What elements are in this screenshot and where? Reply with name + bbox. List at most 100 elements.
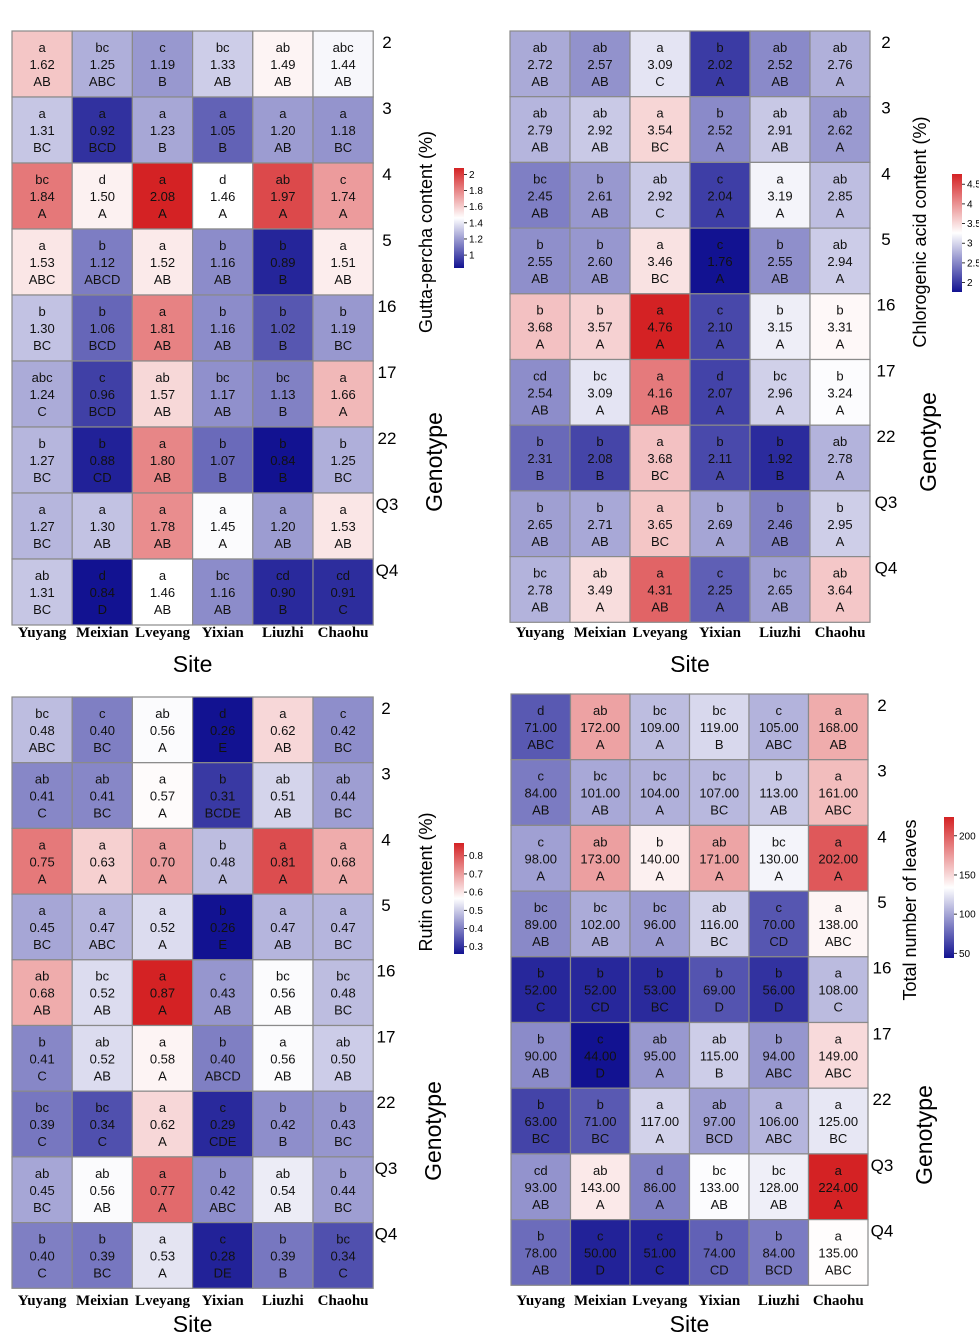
cell-genotype-letter: ABC xyxy=(29,740,56,755)
cell-site-letter: d xyxy=(219,172,226,187)
heatmap-cell: bc 119.00 B xyxy=(688,693,750,761)
cell-value: 3.54 xyxy=(647,123,672,138)
cell-genotype-letter: A xyxy=(836,599,845,614)
heatmap-cell: ab 2.92 AB xyxy=(569,96,631,163)
cell-genotype-letter: D xyxy=(715,1000,724,1015)
cell-fill xyxy=(748,693,810,761)
cell-site-letter: ab xyxy=(773,106,787,121)
site-tick-label: Liuzhi xyxy=(758,1293,800,1309)
heatmap-cell: b 0.89 B xyxy=(252,228,314,296)
cell-fill xyxy=(252,696,314,764)
legend-title: Gutta-percha content (%) xyxy=(416,131,436,333)
cell-site-letter: d xyxy=(537,703,544,718)
cell-fill xyxy=(192,762,254,830)
heatmap-cell: a 125.00 BC xyxy=(807,1087,869,1155)
cell-site-letter: b xyxy=(597,1097,604,1112)
legend-tick-label: 1.4 xyxy=(469,218,483,229)
cell-site-letter: b xyxy=(776,434,783,449)
heatmap-cell: b 52.00 C xyxy=(510,956,572,1024)
site-tick-label: Meixian xyxy=(76,625,129,641)
cell-site-letter: b xyxy=(339,436,346,451)
cell-value: 89.00 xyxy=(524,917,557,932)
cell-value: 74.00 xyxy=(703,1245,736,1260)
cell-genotype-letter: AB xyxy=(591,271,608,286)
cell-value: 2.54 xyxy=(527,385,552,400)
cell-value: 1.07 xyxy=(210,453,235,468)
cell-fill xyxy=(11,30,73,98)
legend-tick-label: 4 xyxy=(967,199,973,210)
cell-value: 0.29 xyxy=(210,1117,235,1132)
heatmap-cell: bc 102.00 AB xyxy=(569,890,631,958)
cell-site-letter: c xyxy=(538,834,545,849)
cell-value: 0.87 xyxy=(150,986,175,1001)
genotype-tick-label: 22 xyxy=(873,1090,892,1109)
cell-site-letter: bc xyxy=(593,368,607,383)
cell-value: 70.00 xyxy=(762,917,795,932)
cell-genotype-letter: AB xyxy=(771,599,788,614)
cell-value: 0.88 xyxy=(90,453,115,468)
legend-tick-label: 200 xyxy=(959,831,976,842)
cell-site-letter: b xyxy=(596,237,603,252)
site-tick-label: Yuyang xyxy=(516,625,565,641)
cell-genotype-letter: AB xyxy=(154,272,171,287)
cell-site-letter: a xyxy=(835,1097,843,1112)
heatmap-cell: bc 1.13 B xyxy=(252,360,314,428)
cell-genotype-letter: A xyxy=(716,468,725,483)
heatmap-cell: b 3.24 A xyxy=(809,358,871,426)
cell-value: 52.00 xyxy=(524,983,557,998)
cell-site-letter: bc xyxy=(95,969,109,984)
cell-genotype-letter: AB xyxy=(591,205,608,220)
cell-genotype-letter: AB xyxy=(334,272,351,287)
heatmap-cell: ab 143.00 A xyxy=(569,1153,631,1221)
heatmap-cell: a 0.92 BCD xyxy=(71,96,133,164)
cell-site-letter: c xyxy=(99,370,106,385)
cell-site-letter: bc xyxy=(276,969,290,984)
cell-site-letter: b xyxy=(537,1228,544,1243)
cell-value: 140.00 xyxy=(640,851,680,866)
cell-genotype-letter: AB xyxy=(274,1200,291,1215)
heatmap-cell: c 2.04 A xyxy=(689,161,751,229)
cell-value: 96.00 xyxy=(643,917,676,932)
cell-genotype-letter: A xyxy=(716,140,725,155)
cell-value: 0.44 xyxy=(330,1183,355,1198)
cell-genotype-letter: A xyxy=(836,271,845,286)
cell-site-letter: ab xyxy=(276,172,290,187)
cell-site-letter: ab xyxy=(95,772,109,787)
site-tick-label: Yixian xyxy=(202,1293,245,1309)
legend-tick-label: 3.5 xyxy=(967,219,979,230)
heatmap-cell: b 0.41 C xyxy=(11,1024,73,1092)
heatmap-cell: a 1.27 BC xyxy=(11,492,73,560)
genotype-tick-label: Q4 xyxy=(875,558,898,577)
legend-tick-label: 1 xyxy=(469,251,475,262)
cell-genotype-letter: B xyxy=(158,74,167,89)
cell-value: 3.49 xyxy=(587,582,612,597)
cell-value: 0.31 xyxy=(210,789,235,804)
heatmap-cell: ab 2.62 A xyxy=(809,96,871,163)
heatmap-cell: b 52.00 CD xyxy=(569,956,631,1024)
cell-value: 0.43 xyxy=(210,986,235,1001)
cell-genotype-letter: AB xyxy=(214,602,231,617)
cell-genotype-letter: BC xyxy=(651,140,669,155)
heatmap-cell: a 168.00 AB xyxy=(807,693,869,761)
heatmap-cell: a 149.00 ABC xyxy=(807,1021,869,1089)
heatmap-cell: a 3.54 BC xyxy=(629,96,691,163)
cell-site-letter: b xyxy=(537,1097,544,1112)
cell-value: 71.00 xyxy=(524,720,557,735)
cell-value: 0.54 xyxy=(270,1183,295,1198)
cell-site-letter: ab xyxy=(593,834,607,849)
cell-site-letter: d xyxy=(219,706,226,721)
cell-fill xyxy=(131,558,194,626)
cell-genotype-letter: AB xyxy=(274,937,291,952)
cell-value: 0.70 xyxy=(150,854,175,869)
cell-site-letter: ab xyxy=(276,772,290,787)
cell-site-letter: c xyxy=(99,706,106,721)
heatmap-cell: ab 0.68 AB xyxy=(11,959,73,1027)
cell-value: 84.00 xyxy=(762,1245,795,1260)
cell-site-letter: ab xyxy=(276,1166,290,1181)
cell-site-letter: abc xyxy=(333,40,354,55)
cell-value: 2.08 xyxy=(150,189,175,204)
cell-value: 0.48 xyxy=(29,723,54,738)
heatmap-cell: cd 0.91 C xyxy=(312,558,374,626)
cell-genotype-letter: AB xyxy=(830,737,847,752)
cell-site-letter: a xyxy=(279,106,287,121)
